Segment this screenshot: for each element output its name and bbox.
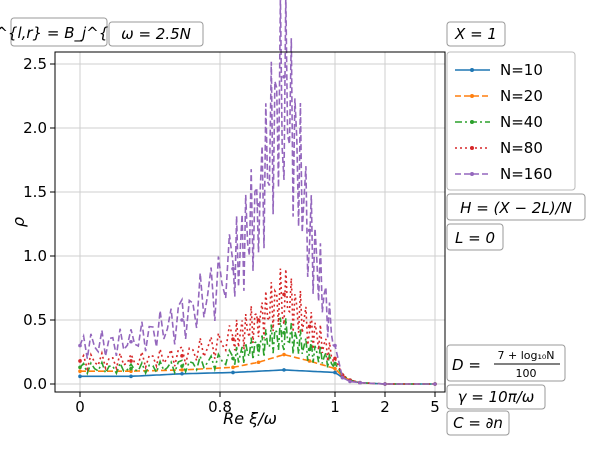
annotation-top-left-1: B^{l,r} = B_j^{l,r}	[0, 17, 133, 47]
svg-text:γ = 10π/ω: γ = 10π/ω	[458, 388, 535, 406]
y-tick-label: 0.5	[23, 311, 47, 329]
annotation-right-3: D = 7 + log₁₀N 100	[446, 344, 566, 382]
data-point	[333, 343, 337, 348]
data-point	[129, 359, 133, 363]
legend: N=10 N=20 N=40 N=80 N=160	[446, 51, 576, 191]
data-point	[129, 374, 133, 379]
data-point	[433, 382, 437, 386]
y-axis-label: ρ	[9, 217, 28, 227]
fraction-numerator: 7 + log₁₀N	[497, 349, 554, 362]
svg-text:X = 1: X = 1	[454, 25, 497, 43]
data-point	[256, 360, 261, 365]
fraction-denominator: 100	[516, 367, 537, 380]
annotation-right-2: L = 0	[446, 223, 504, 251]
data-point	[129, 339, 133, 344]
annotation-top-right: X = 1	[446, 21, 506, 47]
data-point	[129, 366, 133, 371]
svg-text:ω = 2.5N: ω = 2.5N	[121, 25, 191, 43]
legend-frame	[446, 51, 576, 191]
data-point	[307, 347, 312, 352]
data-point	[333, 370, 337, 375]
data-point	[180, 354, 184, 358]
legend-label: N=20	[500, 87, 543, 105]
x-tick-label: 5	[430, 398, 440, 416]
x-tick-label: 0	[75, 398, 85, 416]
y-tick-label: 2.0	[23, 119, 47, 137]
data-point	[78, 374, 82, 379]
data-point	[256, 203, 261, 207]
legend-label: N=160	[500, 165, 552, 183]
data-point	[307, 228, 312, 233]
data-point	[180, 368, 184, 372]
y-tick-label: 1.0	[23, 247, 47, 265]
data-point	[180, 318, 184, 322]
y-tick-label: 1.5	[23, 183, 47, 201]
data-point	[307, 324, 312, 329]
annotation-right-1: H = (X − 2L)/N	[446, 193, 586, 221]
x-tick-label: 2	[380, 398, 390, 416]
data-point	[231, 370, 235, 375]
data-point	[231, 337, 235, 342]
annotation-top-left-2: ω = 2.5N	[108, 21, 204, 47]
data-point	[282, 75, 286, 79]
svg-text:D =: D =	[452, 356, 481, 374]
x-tick-label: 0.8	[208, 398, 232, 416]
legend-marker	[470, 146, 474, 150]
data-point	[231, 365, 235, 370]
series-line-n160	[79, 0, 435, 385]
svg-text:L = 0: L = 0	[455, 229, 495, 247]
data-point	[78, 365, 82, 370]
legend-marker	[470, 172, 474, 176]
data-point	[256, 343, 261, 348]
series-line-n20	[80, 353, 435, 385]
data-point	[340, 375, 345, 380]
data-point	[282, 331, 286, 335]
data-point	[231, 267, 235, 271]
data-point	[180, 364, 184, 368]
legend-label: N=10	[500, 61, 543, 79]
data-point	[78, 369, 82, 374]
x-tick-label: 1	[330, 398, 340, 416]
annotation-right-4: γ = 10π/ω	[446, 384, 546, 410]
data-point	[333, 356, 337, 361]
data-point	[282, 368, 286, 372]
data-point	[180, 371, 184, 376]
data-point	[348, 379, 352, 384]
legend-marker	[470, 68, 474, 72]
y-tick-label: 0.0	[23, 375, 47, 393]
series-layer	[78, 0, 437, 386]
data-point	[333, 361, 337, 366]
data-point	[78, 343, 82, 348]
plot-frame	[54, 51, 446, 393]
legend-marker	[470, 94, 474, 98]
data-point	[129, 369, 133, 374]
ticks: 0.0 0.5 1.0 1.5 2.0 2.5 0 0.8 1 2 5	[23, 55, 440, 416]
x-axis-label: Re ξ/ω	[223, 409, 277, 428]
svg-text:H = (X − 2L)/N: H = (X − 2L)/N	[460, 199, 572, 217]
svg-text:B^{l,r} = B_j^{l,r}: B^{l,r} = B_j^{l,r}	[0, 24, 133, 43]
data-point	[358, 380, 362, 385]
legend-marker	[470, 120, 474, 124]
data-point	[78, 359, 82, 363]
data-point	[256, 318, 261, 322]
legend-label: N=40	[500, 113, 543, 131]
data-point	[282, 292, 286, 297]
svg-text:C = ∂n: C = ∂n	[453, 414, 503, 432]
annotation-right-5: C = ∂n	[446, 410, 510, 436]
legend-label: N=80	[500, 139, 543, 157]
data-point	[282, 352, 286, 357]
data-point	[231, 356, 235, 361]
data-point	[383, 382, 387, 386]
data-point	[333, 366, 337, 371]
y-tick-label: 2.5	[23, 55, 47, 73]
